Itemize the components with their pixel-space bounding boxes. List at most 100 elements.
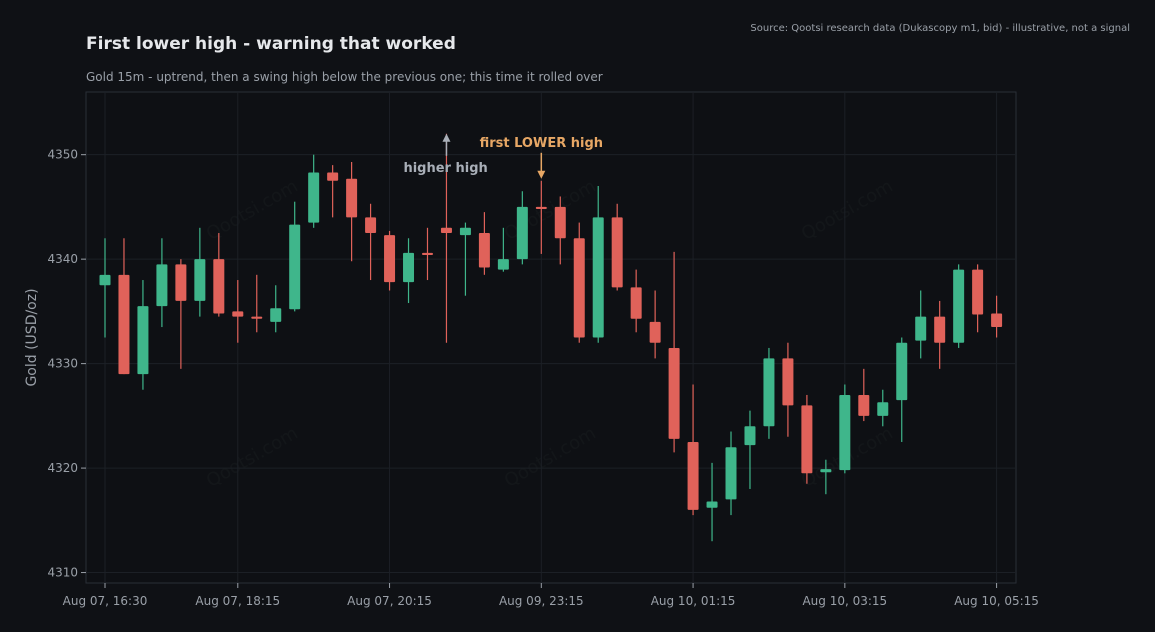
candle	[118, 238, 130, 375]
lower-high-arrow-head	[537, 170, 546, 179]
candle	[915, 290, 927, 359]
candle-body	[611, 217, 623, 288]
x-tick-label: Aug 10, 03:15	[802, 594, 887, 608]
candle	[156, 238, 168, 328]
candle-body	[213, 259, 225, 314]
candle-body	[421, 252, 433, 255]
y-tick-label: 4330	[47, 357, 78, 371]
x-tick-label: Aug 09, 23:15	[499, 594, 584, 608]
candle	[459, 222, 471, 296]
candle-body	[554, 206, 566, 239]
y-tick-label: 4310	[47, 566, 78, 580]
candle	[516, 191, 528, 265]
candle	[991, 295, 1003, 338]
annotations-layer: higher high first LOWER high	[403, 133, 603, 179]
candle-body	[915, 316, 927, 341]
x-tick-label: Aug 07, 20:15	[347, 594, 432, 608]
candle-body	[459, 227, 471, 236]
candle-body	[820, 469, 832, 473]
candle	[213, 233, 225, 317]
candle-body	[687, 441, 699, 510]
candle-body	[346, 178, 358, 218]
y-tick-label: 4350	[47, 148, 78, 162]
x-tick-label: Aug 07, 16:30	[63, 594, 148, 608]
candle	[346, 161, 358, 262]
y-tick-label: 4340	[47, 252, 78, 266]
candle	[630, 269, 642, 333]
candle-body	[175, 264, 187, 301]
candle	[137, 280, 149, 390]
candle	[232, 280, 244, 343]
candle-body	[668, 347, 680, 439]
x-tick-label: Aug 10, 05:15	[954, 594, 1039, 608]
candle	[365, 203, 377, 281]
candle	[934, 300, 946, 369]
source-note: Source: Qootsi research data (Dukascopy …	[750, 23, 1130, 34]
chart-subtitle: Gold 15m - uptrend, then a swing high be…	[86, 70, 603, 84]
candle	[820, 459, 832, 495]
candle	[99, 238, 111, 338]
candle-body	[801, 405, 813, 474]
candle	[896, 337, 908, 442]
candle-body	[156, 264, 168, 307]
candle	[706, 462, 718, 542]
candle	[251, 274, 263, 333]
candle	[384, 230, 396, 291]
candle-body	[934, 316, 946, 343]
candle	[573, 222, 585, 343]
candle-body	[991, 313, 1003, 328]
candle	[763, 347, 775, 439]
candle-body	[99, 274, 111, 286]
candle	[327, 165, 339, 218]
candle-body	[137, 306, 149, 375]
candle-body	[592, 217, 604, 338]
candle-body	[858, 394, 870, 416]
candle	[801, 394, 813, 484]
candle-body	[896, 342, 908, 401]
candle-body	[440, 227, 452, 234]
candle-body	[535, 206, 547, 210]
candle-body	[365, 217, 377, 234]
candle	[289, 201, 301, 312]
candle	[440, 133, 452, 343]
candle	[421, 227, 433, 281]
candles-layer	[99, 133, 1003, 542]
y-tick-label: 4320	[47, 461, 78, 475]
chart-title: First lower high - warning that worked	[86, 34, 456, 54]
plot-area	[85, 91, 1017, 584]
candle-body	[478, 233, 490, 268]
candle	[308, 154, 320, 228]
candle	[554, 196, 566, 265]
candle	[478, 212, 490, 275]
candle-body	[118, 274, 130, 375]
lower-high-label: first LOWER high	[480, 136, 603, 151]
candle	[194, 227, 206, 317]
candle-body	[877, 402, 889, 416]
candle	[839, 384, 851, 474]
candle	[877, 389, 889, 427]
higher-high-label: higher high	[403, 161, 487, 176]
y-axis: 4310 4320 4330 4340 4350	[47, 148, 86, 580]
candle-body	[497, 259, 509, 270]
candle	[668, 251, 680, 453]
candle-body	[839, 394, 851, 471]
candle-body	[972, 269, 984, 315]
candle	[649, 290, 661, 359]
candle-body	[308, 172, 320, 223]
candle	[858, 368, 870, 422]
candle-body	[289, 224, 301, 310]
candle-body	[516, 206, 528, 260]
candle-body	[251, 316, 263, 319]
candle-body	[953, 269, 965, 343]
candle	[270, 285, 282, 333]
candle-body	[649, 321, 661, 343]
candle	[497, 227, 509, 272]
candle-body	[270, 308, 282, 322]
candle-body	[744, 426, 756, 446]
candle-body	[403, 252, 415, 283]
candle-body	[232, 311, 244, 317]
candle	[403, 238, 415, 304]
x-tick-label: Aug 10, 01:15	[651, 594, 736, 608]
grid-lines	[86, 92, 1016, 583]
